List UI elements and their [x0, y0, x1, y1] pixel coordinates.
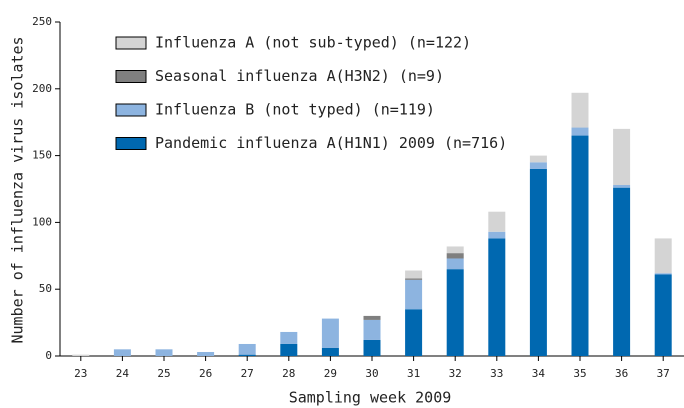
x-tick-label: 25 — [157, 367, 170, 380]
x-tick-label: 32 — [449, 367, 462, 380]
legend-swatch — [115, 70, 147, 83]
y-axis-label: Number of influenza virus isolates — [9, 36, 27, 343]
bar-segment — [488, 238, 506, 356]
bar-segment — [654, 273, 672, 275]
y-tick-label: 100 — [32, 215, 52, 228]
bar-segment — [446, 258, 464, 270]
bar-segment — [488, 231, 506, 239]
bar-segment — [405, 309, 423, 356]
bar-segment — [613, 128, 631, 185]
legend-swatch — [115, 36, 147, 50]
bar-segment — [363, 319, 381, 340]
bar-segment — [571, 135, 589, 356]
legend-label: Influenza A (not sub-typed) (n=122) — [155, 34, 471, 52]
legend-label: Seasonal influenza A(H3N2) (n=9) — [155, 67, 444, 85]
bar-segment — [488, 211, 506, 232]
y-tick-label: 150 — [32, 149, 52, 162]
bar-segment — [72, 354, 90, 356]
bar-segment — [446, 253, 464, 259]
x-axis-label: Sampling week 2009 — [289, 389, 452, 407]
bar-segment — [238, 343, 256, 355]
bar-segment — [529, 162, 547, 169]
x-tick-label: 35 — [573, 367, 586, 380]
y-tick-label: 0 — [45, 349, 52, 362]
bar-segment — [155, 349, 173, 356]
bar-segment — [363, 315, 381, 320]
bar-segment — [529, 168, 547, 356]
legend-label: Influenza B (not typed) (n=119) — [155, 101, 435, 119]
x-tick-label: 29 — [324, 367, 337, 380]
bar-segment — [363, 339, 381, 356]
x-tick-label: 24 — [116, 367, 130, 380]
bar-segment — [446, 269, 464, 356]
bar-segment — [405, 278, 423, 280]
bar-segment — [280, 343, 298, 356]
y-tick-label: 200 — [32, 82, 52, 95]
x-tick-label: 31 — [407, 367, 420, 380]
bar-segment — [405, 279, 423, 310]
x-tick-label: 23 — [74, 367, 87, 380]
bar-segment — [654, 274, 672, 356]
bar-segment — [113, 349, 131, 356]
bar-segment — [238, 354, 256, 356]
x-tick-label: 27 — [241, 367, 254, 380]
x-tick-label: 37 — [657, 367, 670, 380]
x-tick-label: 36 — [615, 367, 628, 380]
bar-segment — [571, 92, 589, 128]
bar-segment — [529, 155, 547, 163]
x-tick-label: 30 — [365, 367, 378, 380]
bar-segment — [613, 187, 631, 356]
bar-segment — [280, 331, 298, 344]
x-tick-label: 34 — [532, 367, 546, 380]
x-tick-label: 33 — [490, 367, 503, 380]
y-tick-label: 250 — [32, 15, 52, 28]
bar-segment — [197, 351, 215, 356]
x-tick-label: 26 — [199, 367, 212, 380]
bar-segment — [613, 184, 631, 188]
bar-segment — [321, 347, 339, 356]
bar-segment — [654, 238, 672, 274]
legend-label: Pandemic influenza A(H1N1) 2009 (n=716) — [155, 134, 507, 152]
legend-swatch — [115, 103, 147, 117]
bar-segment — [446, 246, 464, 254]
bar-segment — [405, 270, 423, 279]
legend-swatch — [115, 137, 147, 150]
y-tick-label: 50 — [39, 282, 52, 295]
bar-segment — [321, 318, 339, 348]
x-tick-label: 28 — [282, 367, 295, 380]
bar-segment — [571, 127, 589, 136]
